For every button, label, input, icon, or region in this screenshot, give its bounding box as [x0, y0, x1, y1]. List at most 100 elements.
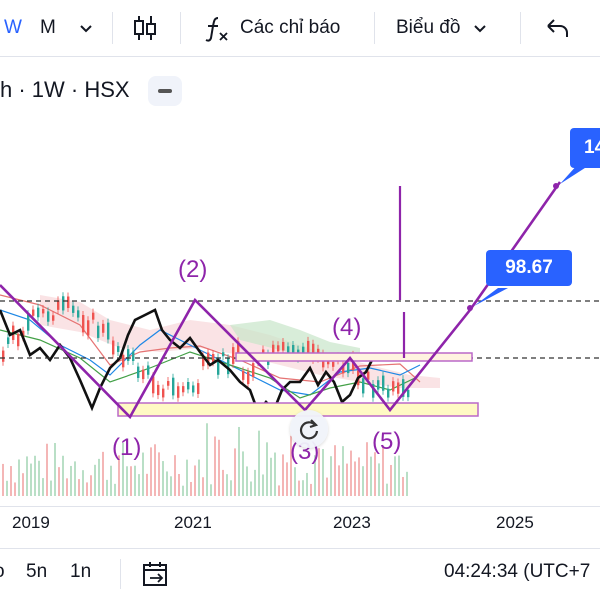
candle-body [292, 345, 295, 357]
volume-bar [314, 455, 316, 496]
volume-bar [378, 463, 380, 496]
candle-body [312, 343, 315, 360]
toolbar-divider [180, 12, 181, 44]
candle-body [137, 366, 140, 378]
volume-bar [66, 478, 68, 496]
volume-bar [70, 465, 72, 496]
time-axis[interactable]: 2019 2021 2023 2025 [0, 506, 600, 537]
candle-body [347, 362, 350, 374]
volume-bar [286, 462, 288, 496]
candlestick-icon [134, 16, 156, 40]
volume-bar [282, 454, 284, 496]
volume-bar [338, 465, 340, 496]
candle-body [57, 300, 60, 310]
chevron-down-icon [474, 25, 487, 33]
interval-weekly-button[interactable]: W [4, 14, 22, 42]
candle-body [222, 352, 225, 357]
volume-bar [82, 470, 84, 496]
candle-body [187, 381, 190, 390]
candle-body [167, 381, 170, 386]
candle-body [382, 375, 385, 391]
volume-bar [90, 475, 92, 496]
range-all-button[interactable]: o [0, 561, 5, 583]
volume-bar [222, 469, 224, 496]
volume-bar [118, 455, 120, 496]
symbol-legend: h · 1W · HSX [0, 72, 130, 108]
volume-bar [166, 471, 168, 496]
candle-body [22, 330, 25, 338]
interval-monthly-label: M [40, 17, 56, 38]
candle-body [97, 325, 100, 338]
range-5y-button[interactable]: 5n [26, 561, 48, 582]
candle-body [207, 352, 210, 366]
candle-body [282, 341, 285, 351]
volume-bar [130, 466, 132, 496]
candle-body [152, 376, 155, 394]
candle-body [217, 357, 220, 375]
candle-body [202, 355, 205, 367]
ichimoku-cloud-green [230, 320, 360, 360]
candlesticks [2, 292, 410, 402]
candle-body [232, 347, 235, 364]
volume-bar [386, 483, 388, 496]
volume-bar [366, 442, 368, 496]
volume-bar [114, 483, 116, 496]
candles-button[interactable] [132, 14, 158, 42]
volume-bar [106, 479, 108, 496]
ichimoku-cloud [40, 295, 440, 388]
undo-button[interactable] [544, 14, 570, 42]
volume-bar [382, 446, 384, 496]
indicator-line-red [0, 294, 421, 383]
clock-timezone-button[interactable]: 04:24:34 (UTC+7 [444, 561, 591, 582]
date-range-button[interactable] [142, 561, 170, 592]
collapse-legend-button[interactable] [148, 76, 182, 106]
range-1y-button[interactable]: 1n [70, 561, 92, 582]
candle-body [37, 307, 40, 318]
indicators-button[interactable]: Các chỉ báo [204, 14, 340, 42]
reset-chart-button[interactable] [290, 410, 328, 448]
volume-bar [54, 442, 56, 496]
volume-bar [174, 455, 176, 496]
candle-body [307, 340, 310, 354]
candle-body [377, 380, 380, 390]
volume-bar [290, 435, 292, 496]
interval-monthly-button[interactable]: M [40, 14, 56, 42]
volume-bar [254, 469, 256, 496]
candle-body [372, 384, 375, 398]
price-chart[interactable]: 98.67 14 (2) (4) (1) (3) (5) [0, 120, 600, 500]
candle-body [107, 322, 110, 340]
volume-bar [30, 463, 32, 496]
volume-bar [2, 463, 4, 496]
indicators-label: Các chỉ báo [240, 17, 341, 38]
volume-bar [6, 480, 8, 496]
volume-bar [162, 461, 164, 496]
volume-bar [58, 467, 60, 496]
chart-type-button[interactable]: Biểu đồ [396, 14, 488, 42]
resistance-zone-box [235, 352, 473, 362]
volume-bar [306, 472, 308, 496]
year-label: 2025 [496, 513, 534, 532]
year-label: 2023 [333, 513, 371, 532]
wave-label-4: (4) [332, 314, 362, 341]
volume-bar [238, 426, 240, 496]
interval-weekly-label: W [4, 17, 22, 38]
candle-body [172, 377, 175, 396]
candle-body [332, 361, 335, 367]
candle-body [62, 296, 65, 311]
candle-body [227, 358, 230, 375]
candle-body [402, 379, 405, 397]
candle-body [27, 314, 30, 331]
toolbar-divider [374, 12, 375, 44]
volume-bar [154, 444, 156, 496]
volume-bar [278, 485, 280, 496]
volume-bar [398, 455, 400, 496]
candle-body [367, 371, 370, 380]
reset-icon [299, 419, 319, 440]
candle-body [212, 353, 215, 363]
volume-bar [310, 483, 312, 496]
interval-dropdown-button[interactable] [78, 14, 94, 42]
volume-bar [178, 473, 180, 496]
volume-bar [126, 466, 128, 496]
candle-body [192, 385, 195, 393]
volume-bar [342, 446, 344, 496]
